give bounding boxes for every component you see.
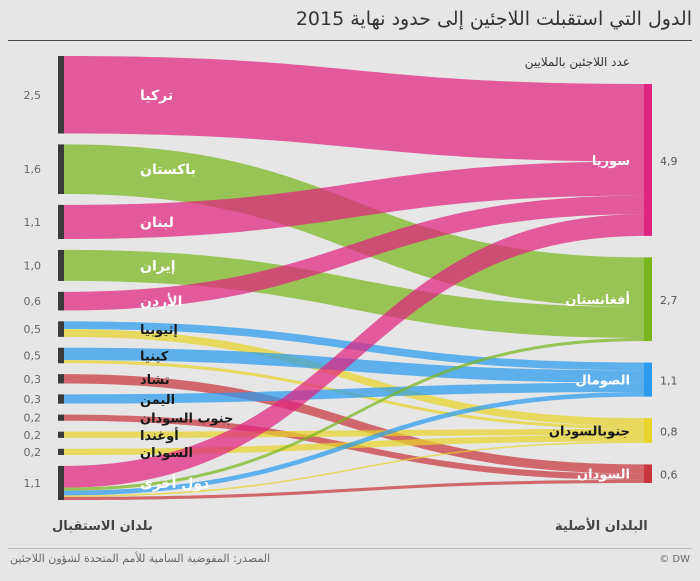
flow-syria xyxy=(64,195,644,311)
flows-layer xyxy=(64,56,644,500)
origin-value: 2,7 xyxy=(660,294,678,307)
origin-value: 4,9 xyxy=(660,155,678,168)
origin-countries-axis-title: البلدان الأصلية xyxy=(555,519,648,534)
flow-southsudan xyxy=(64,428,644,438)
host-value: 0,3 xyxy=(24,393,42,406)
origin-bar-sudan xyxy=(644,464,652,483)
host-value: 0,2 xyxy=(24,429,42,442)
host-label: السودان xyxy=(140,446,193,461)
host-label: أوغندا xyxy=(140,427,179,444)
source-note: المصدر: المفوضية السامية للأمم المتحدة ل… xyxy=(10,552,271,565)
host-label: تشاد xyxy=(140,373,170,388)
host-value: 0,3 xyxy=(24,373,42,386)
origin-label: الصومال xyxy=(575,374,630,389)
host-bar xyxy=(58,204,64,240)
host-bar xyxy=(58,394,64,404)
host-bar xyxy=(58,347,64,364)
host-bar xyxy=(58,144,64,195)
bars-layer xyxy=(58,56,652,500)
flow-afghanistan xyxy=(64,337,644,491)
origin-label: سوريا xyxy=(592,154,630,169)
flow-sudan xyxy=(64,479,644,500)
host-label: باكستان xyxy=(140,162,196,178)
flow-southsudan xyxy=(64,441,644,497)
host-value: 1,0 xyxy=(24,259,42,272)
host-label: لبنان xyxy=(140,215,174,231)
host-label: الأردن xyxy=(140,293,182,310)
labels-layer: 2,5 تركيا 1,6 باكستان 1,1 لبنان 1,0 إيران 0,6 الأ… xyxy=(24,88,678,492)
origin-label: أفغانستان xyxy=(565,291,630,308)
host-value: 0,2 xyxy=(24,446,42,459)
host-value: 0,2 xyxy=(24,412,42,425)
title-divider xyxy=(8,40,692,41)
host-value: 0,5 xyxy=(24,350,42,363)
unit-subtitle: عدد اللاجئين بالملايين xyxy=(524,55,630,69)
host-label: دول أخرى xyxy=(140,474,209,492)
origin-bar-southsudan xyxy=(644,418,652,443)
host-label: كينيا xyxy=(140,350,169,365)
flow-somalia xyxy=(64,392,644,496)
flow-syria xyxy=(64,56,644,162)
origin-value: 0,6 xyxy=(660,469,678,482)
host-countries-axis-title: بلدان الاستقبال xyxy=(52,519,153,534)
host-label: إيران xyxy=(140,258,176,274)
origin-label: جنوبالسودان xyxy=(549,425,630,440)
host-bar xyxy=(58,465,64,500)
host-label: جنوب السودان xyxy=(140,412,233,427)
flow-somalia xyxy=(64,382,644,404)
host-bar xyxy=(58,291,64,311)
host-value: 0,6 xyxy=(24,295,42,308)
page-title: الدول التي استقبلت اللاجئين إلى حدود نها… xyxy=(295,8,692,30)
origin-bar-somalia xyxy=(644,362,652,397)
host-bar xyxy=(58,374,64,384)
origin-value: 1,1 xyxy=(660,375,678,388)
origin-bar-afghanistan xyxy=(644,257,652,342)
host-label: تركيا xyxy=(140,88,173,104)
flow-afghanistan xyxy=(64,249,644,338)
host-label: اليمن xyxy=(140,393,175,408)
host-value: 1,1 xyxy=(24,477,42,490)
host-bar xyxy=(58,321,64,337)
host-bar xyxy=(58,414,64,421)
flow-syria xyxy=(64,214,644,488)
origin-value: 0,8 xyxy=(660,426,678,439)
host-value: 2,5 xyxy=(24,89,42,102)
host-bar xyxy=(58,448,64,455)
host-label: إثيوبيا xyxy=(140,323,178,338)
host-bar xyxy=(58,56,64,134)
flow-afghanistan xyxy=(64,144,644,307)
footer-divider xyxy=(8,548,692,549)
flow-southsudan xyxy=(64,329,644,426)
host-value: 0,5 xyxy=(24,323,42,336)
flow-syria xyxy=(64,161,644,240)
host-bar xyxy=(58,431,64,438)
host-bar xyxy=(58,249,64,281)
host-value: 1,6 xyxy=(24,163,42,176)
host-value: 1,1 xyxy=(24,216,42,229)
flow-sudan xyxy=(64,374,644,474)
origin-label: السودان xyxy=(577,468,630,483)
flow-somalia xyxy=(64,347,644,383)
dw-credit: © DW xyxy=(659,554,690,565)
origin-bar-syria xyxy=(644,84,652,236)
